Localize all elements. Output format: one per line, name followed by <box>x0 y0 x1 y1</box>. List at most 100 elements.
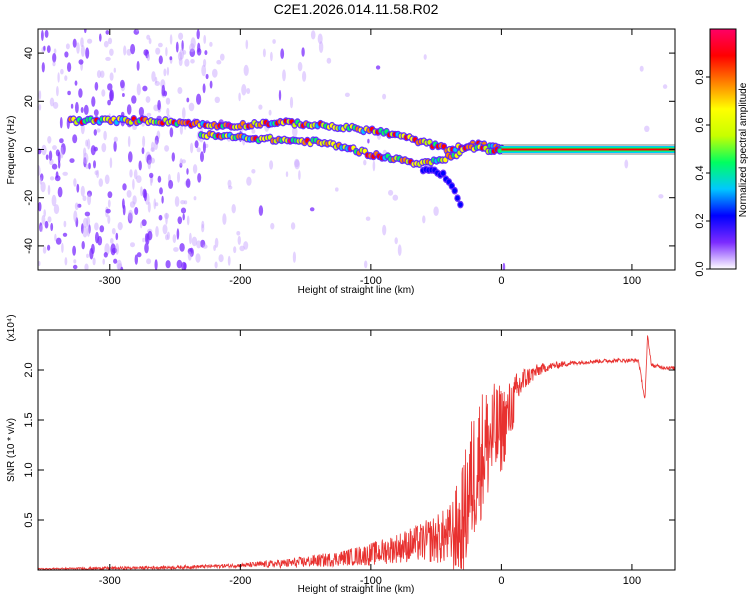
noise-speckle <box>103 40 109 48</box>
colorbar-tick-label: 0.0 <box>694 261 706 276</box>
noise-speckle <box>161 195 164 204</box>
noise-speckle <box>92 257 96 266</box>
noise-speckle <box>294 159 300 170</box>
noise-speckle <box>214 237 219 248</box>
noise-speckle <box>126 190 132 198</box>
noise-speckle <box>145 96 151 103</box>
noise-speckle <box>363 159 367 166</box>
noise-speckle <box>197 173 202 183</box>
noise-speckle <box>144 242 149 254</box>
noise-speckle <box>196 48 202 56</box>
noise-speckle <box>82 226 88 238</box>
noise-speckle <box>52 101 59 109</box>
noise-speckle <box>39 225 44 233</box>
noise-speckle <box>53 204 60 215</box>
noise-speckle <box>202 244 208 249</box>
noise-speckle <box>201 64 207 77</box>
noise-speckle <box>423 54 427 60</box>
noise-speckle <box>196 147 201 153</box>
noise-speckle <box>188 102 195 112</box>
noise-speckle <box>67 62 72 72</box>
noise-speckle <box>285 171 289 178</box>
noise-speckle <box>64 257 68 266</box>
noise-speckle <box>38 261 41 266</box>
noise-speckle <box>136 83 141 96</box>
noise-speckle <box>109 48 114 56</box>
noise-speckle <box>88 162 91 170</box>
y-tick-label: 0 <box>23 146 35 152</box>
noise-speckle <box>158 55 163 65</box>
noise-speckle <box>132 125 137 130</box>
noise-speckle <box>151 141 155 152</box>
noise-speckle <box>40 181 46 193</box>
noise-speckle <box>69 158 75 164</box>
noise-speckle <box>258 205 264 216</box>
ridge-blob-core <box>497 148 502 154</box>
noise-speckle <box>262 48 266 58</box>
noise-speckle <box>133 169 138 180</box>
noise-speckle <box>184 58 190 67</box>
noise-speckle <box>45 154 49 160</box>
noise-speckle <box>80 37 84 48</box>
noise-speckle <box>54 175 61 182</box>
noise-speckle <box>190 59 195 64</box>
noise-speckle <box>147 201 151 213</box>
ridge-blob-core <box>452 188 457 194</box>
noise-speckle <box>182 107 186 120</box>
noise-speckle <box>292 251 296 263</box>
noise-speckle <box>51 163 58 170</box>
noise-speckle <box>218 254 224 263</box>
noise-speckle <box>201 220 205 229</box>
noise-speckle <box>639 65 644 72</box>
noise-speckle <box>186 168 189 175</box>
noise-speckle <box>433 206 439 216</box>
spectrogram-x-ticks: -300 -200 -100 0 100 <box>99 29 641 287</box>
noise-speckle <box>74 80 78 86</box>
noise-speckle <box>72 134 78 144</box>
noise-speckle <box>64 51 69 58</box>
noise-speckle <box>177 216 183 225</box>
snr-x-ticks: -300 -200 -100 0 100 <box>99 330 641 587</box>
noise-speckle <box>292 125 298 138</box>
noise-speckle <box>57 151 61 163</box>
noise-speckle <box>367 138 370 144</box>
noise-speckle <box>397 244 402 256</box>
y-tick-label: 1.0 <box>23 462 35 477</box>
noise-speckle <box>159 187 163 195</box>
noise-speckle <box>78 59 84 65</box>
noise-speckle <box>78 88 83 98</box>
noise-speckle <box>154 140 158 150</box>
noise-speckle <box>95 231 99 244</box>
noise-speckle <box>147 159 151 170</box>
noise-speckle <box>55 237 62 245</box>
noise-speckle <box>62 232 68 237</box>
noise-speckle <box>138 160 142 171</box>
noise-speckle <box>122 204 126 216</box>
noise-speckle <box>196 29 200 40</box>
noise-speckle <box>146 34 151 40</box>
noise-speckle <box>60 68 64 75</box>
noise-speckle <box>141 219 147 227</box>
x-tick-label: 0 <box>498 275 504 287</box>
noise-speckle <box>102 258 105 265</box>
noise-speckle <box>179 243 185 252</box>
noise-speckle <box>105 30 110 35</box>
noise-speckle <box>149 172 154 179</box>
noise-speckle <box>502 262 506 270</box>
noise-speckle <box>258 104 263 110</box>
noise-speckle <box>282 69 286 82</box>
noise-speckle <box>209 41 213 47</box>
noise-speckle <box>89 247 94 260</box>
noise-speckle <box>422 215 426 224</box>
noise-speckle <box>144 233 148 244</box>
noise-speckle <box>190 142 194 154</box>
noise-speckle <box>76 183 80 193</box>
noise-speckle <box>109 157 113 169</box>
noise-speckle <box>168 179 174 189</box>
noise-speckle <box>189 232 192 245</box>
noise-speckle <box>186 215 190 226</box>
noise-speckle <box>51 194 57 207</box>
noise-speckle <box>113 136 118 143</box>
noise-speckle <box>72 245 76 256</box>
